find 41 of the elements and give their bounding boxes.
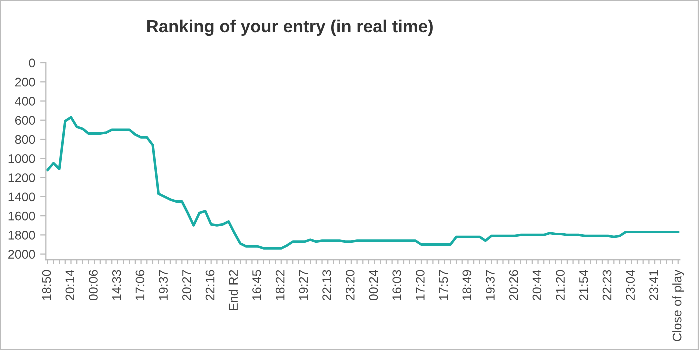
x-tick-label: 21:20 xyxy=(556,270,565,300)
x-tick-label: 17:06 xyxy=(136,270,145,300)
y-tick-label: 1000 xyxy=(8,154,36,164)
x-tick-label: 20:14 xyxy=(66,270,75,300)
y-tick-label: 0 xyxy=(29,58,36,68)
y-tick-label: 1200 xyxy=(8,174,36,182)
y-tick-label: 2000 xyxy=(8,250,36,259)
x-tick-label: 22:23 xyxy=(602,270,612,300)
x-tick-label: 20:44 xyxy=(532,270,542,300)
x-tick-label: 23:41 xyxy=(650,270,658,300)
x-tick-label: 23:20 xyxy=(346,270,355,300)
x-tick-label: 22:16 xyxy=(206,270,215,300)
x-tick-label: 14:33 xyxy=(112,270,122,300)
x-tick-label: 18:22 xyxy=(276,270,285,300)
y-tick-label: 600 xyxy=(16,116,36,126)
x-tick-label: 18:50 xyxy=(42,270,52,300)
y-tick-label: 800 xyxy=(15,135,36,144)
x-tick-label: 19:37 xyxy=(486,270,495,300)
y-tick-label: 1400 xyxy=(8,192,36,202)
y-tick-label: 1800 xyxy=(8,230,36,240)
y-tick-label: 1600 xyxy=(8,212,36,221)
x-tick-label: 23:04 xyxy=(626,270,636,300)
x-tick-label: 17:57 xyxy=(439,270,448,300)
x-tick-label: 20:26 xyxy=(509,270,518,300)
x-tick-label: 21:54 xyxy=(579,270,588,300)
x-tick-label: 19:27 xyxy=(299,270,308,300)
y-tick-label: 200 xyxy=(15,78,36,87)
x-tick-label: End R2 xyxy=(228,270,238,310)
x-tick-label: Close of play xyxy=(672,270,684,342)
y-tick-label: 400 xyxy=(15,97,36,106)
x-tick-label: 18:49 xyxy=(462,270,472,300)
x-tick-label: 22:13 xyxy=(322,270,332,300)
x-tick-label: 20:27 xyxy=(182,270,192,300)
x-tick-label: 00:24 xyxy=(369,270,378,301)
x-tick-label: 16:03 xyxy=(392,270,402,300)
x-tick-label: 17:20 xyxy=(416,270,425,300)
line-series xyxy=(46,116,680,250)
x-tick-label: 16:45 xyxy=(252,270,262,300)
chart-title: Ranking of your entry (in real time) xyxy=(148,20,433,36)
x-tick-label: 19:37 xyxy=(159,270,168,300)
x-tick-label: 00:06 xyxy=(89,270,98,301)
